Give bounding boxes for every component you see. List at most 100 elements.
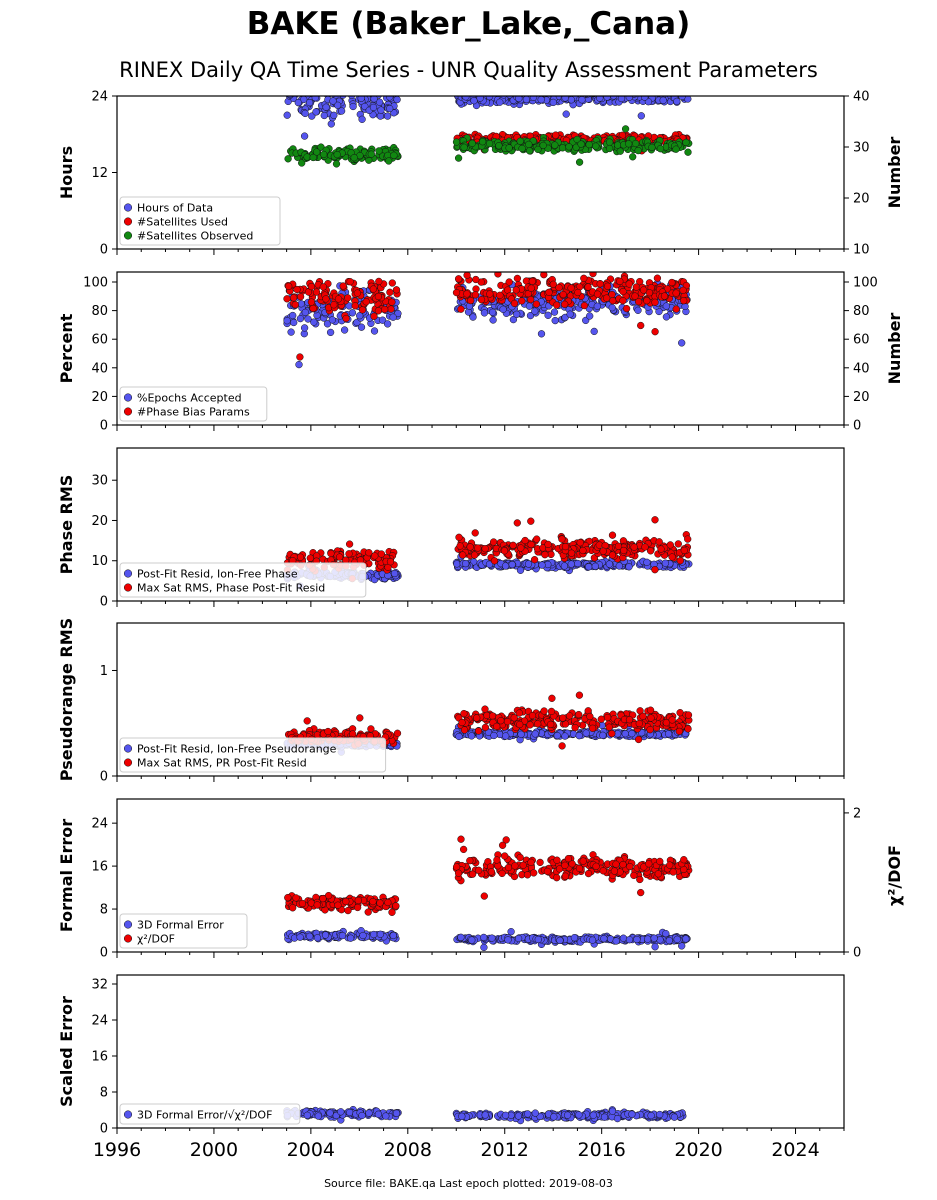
y-tick-label: 32 — [91, 978, 108, 993]
data-point — [651, 943, 659, 951]
data-point — [526, 96, 528, 97]
data-point — [680, 856, 688, 864]
data-point — [561, 872, 570, 880]
data-point — [547, 720, 555, 729]
data-point — [320, 150, 328, 159]
data-point — [381, 305, 389, 314]
data-point — [553, 856, 561, 864]
data-point — [585, 563, 593, 571]
data-point — [356, 312, 364, 320]
data-point — [654, 870, 662, 878]
data-point — [626, 862, 634, 871]
data-point — [555, 283, 563, 292]
data-point — [504, 936, 512, 944]
data-point — [639, 712, 647, 720]
data-point — [541, 551, 549, 559]
data-point — [526, 721, 534, 729]
data-point — [678, 942, 686, 950]
data-point — [588, 936, 597, 944]
data-point — [285, 282, 293, 290]
legend-marker — [123, 393, 133, 402]
data-point — [362, 298, 370, 306]
legend-label: Max Sat RMS, PR Post-Fit Resid — [137, 757, 307, 770]
data-point — [646, 547, 655, 555]
data-point — [682, 935, 690, 943]
data-point — [614, 542, 623, 550]
data-point — [390, 569, 399, 578]
data-point — [351, 302, 359, 310]
data-point — [303, 1111, 311, 1119]
data-point — [561, 732, 569, 740]
data-point — [333, 101, 342, 109]
data-point — [529, 96, 538, 101]
data-point — [585, 140, 593, 149]
series-1-points — [283, 927, 691, 952]
data-point — [619, 860, 627, 869]
data-point — [375, 277, 383, 286]
data-point — [605, 144, 614, 153]
data-point — [561, 861, 569, 869]
data-point — [473, 714, 481, 722]
data-point — [637, 888, 645, 897]
data-point — [333, 150, 341, 159]
y-tick-label: 0 — [100, 419, 108, 434]
data-point — [370, 327, 379, 335]
y2-tick-label: 2 — [853, 806, 861, 821]
data-point — [625, 280, 633, 288]
data-point — [674, 540, 682, 548]
data-point — [370, 312, 378, 320]
data-point — [544, 311, 552, 319]
data-point — [454, 869, 463, 877]
data-point — [545, 288, 553, 296]
data-point — [524, 560, 533, 568]
data-point — [314, 1112, 322, 1120]
y2-axis-label: Number — [885, 137, 904, 209]
data-point — [625, 716, 634, 724]
data-point — [468, 936, 476, 944]
data-point — [588, 724, 597, 732]
data-point — [586, 312, 594, 320]
data-point — [613, 1114, 622, 1123]
data-point — [662, 302, 670, 310]
data-point — [317, 96, 319, 97]
data-point — [359, 931, 367, 940]
data-point — [596, 96, 604, 102]
data-point — [525, 147, 534, 155]
data-point — [488, 712, 497, 720]
data-point — [568, 860, 576, 868]
data-point — [477, 296, 486, 304]
data-point — [481, 1111, 489, 1119]
data-point — [474, 727, 483, 735]
data-point — [292, 894, 300, 902]
data-point — [527, 540, 535, 549]
data-point — [313, 148, 321, 156]
data-point — [305, 98, 314, 107]
data-point — [684, 711, 693, 719]
data-point — [485, 139, 494, 148]
data-point — [369, 285, 377, 293]
data-point — [684, 148, 692, 156]
data-point — [575, 710, 583, 719]
data-point — [599, 867, 607, 875]
data-point — [529, 86, 536, 93]
data-point — [551, 316, 559, 325]
data-point — [468, 139, 476, 147]
legend-label: 3D Formal Error/√χ²/DOF — [137, 1109, 272, 1122]
y2-tick-label: 80 — [853, 304, 870, 319]
data-point — [666, 861, 674, 869]
data-point — [490, 731, 498, 740]
data-point — [616, 277, 624, 285]
data-point — [513, 519, 521, 527]
data-point — [612, 860, 620, 868]
data-point — [338, 931, 347, 940]
data-point — [452, 138, 461, 146]
data-point — [283, 317, 291, 325]
data-point — [610, 96, 618, 100]
data-point — [643, 558, 651, 566]
y-tick-label: 0 — [100, 243, 108, 258]
data-point — [389, 313, 397, 321]
data-point — [527, 517, 535, 525]
data-point — [562, 110, 570, 118]
data-point — [516, 566, 525, 574]
